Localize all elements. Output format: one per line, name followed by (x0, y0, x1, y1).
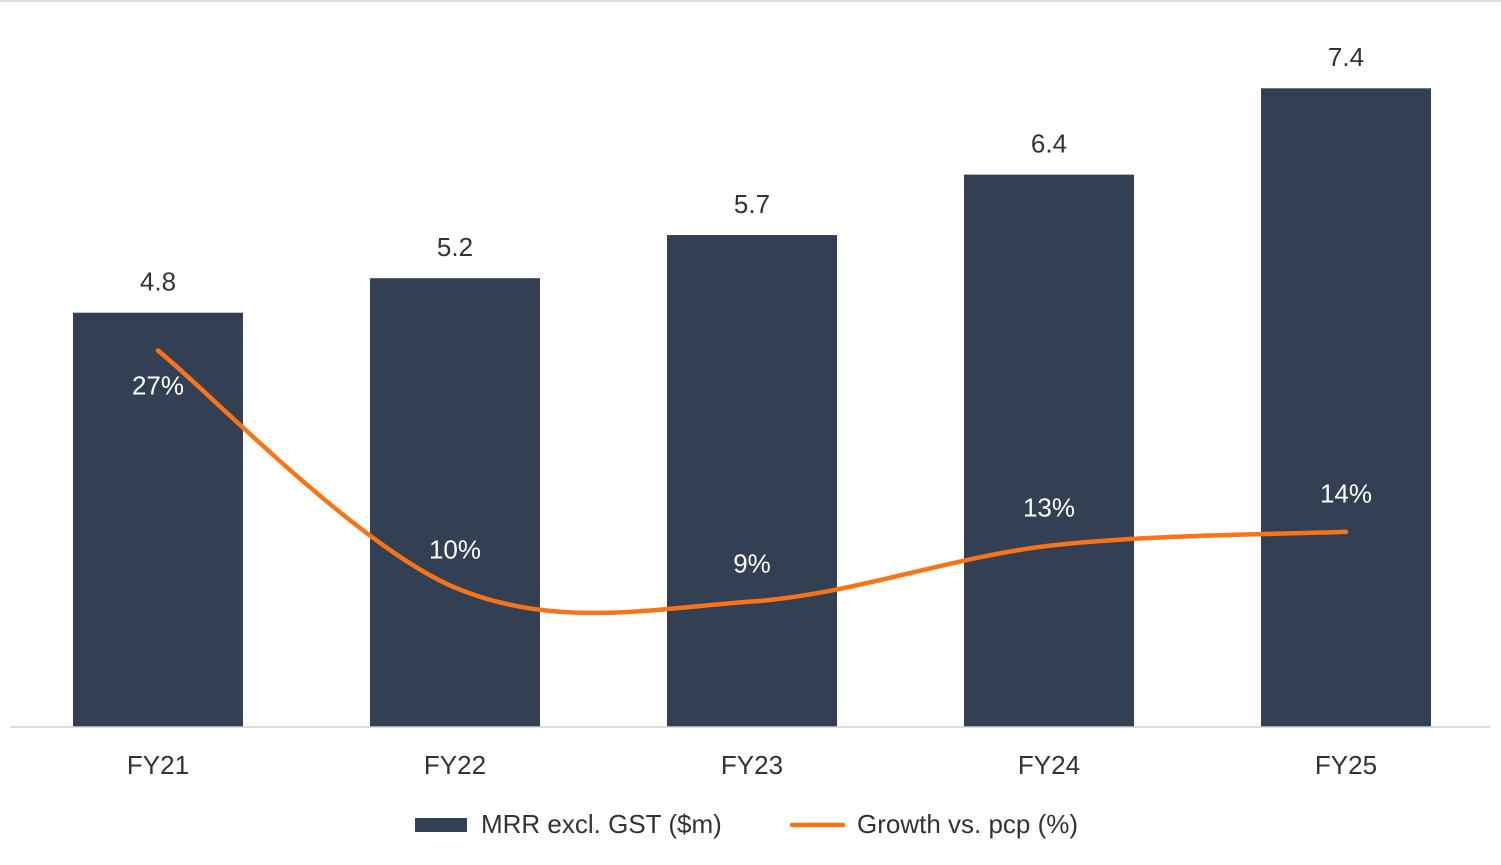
legend-label: MRR excl. GST ($m) (481, 809, 722, 839)
line-value-label: 9% (733, 548, 771, 578)
legend-label: Growth vs. pcp (%) (857, 809, 1078, 839)
bar (370, 278, 540, 727)
bar (667, 235, 837, 728)
bar (1261, 88, 1431, 728)
bar (73, 312, 243, 727)
x-tick-label: FY24 (1018, 750, 1080, 780)
legend-swatch (415, 818, 467, 832)
bar-value-label: 5.7 (734, 189, 770, 219)
x-tick-label: FY22 (424, 750, 486, 780)
line-value-label: 14% (1320, 479, 1372, 509)
bar-value-label: 5.2 (437, 232, 473, 262)
bar-value-label: 7.4 (1328, 42, 1364, 72)
x-tick-label: FY25 (1315, 750, 1377, 780)
line-value-label: 27% (132, 370, 184, 400)
line-value-label: 10% (429, 534, 481, 564)
x-tick-label: FY21 (127, 750, 189, 780)
bar (964, 174, 1134, 728)
x-tick-label: FY23 (721, 750, 783, 780)
line-value-label: 13% (1023, 493, 1075, 523)
bar-value-label: 4.8 (140, 267, 176, 297)
growth-line (155, 348, 1349, 616)
bar-value-label: 6.4 (1031, 128, 1067, 158)
